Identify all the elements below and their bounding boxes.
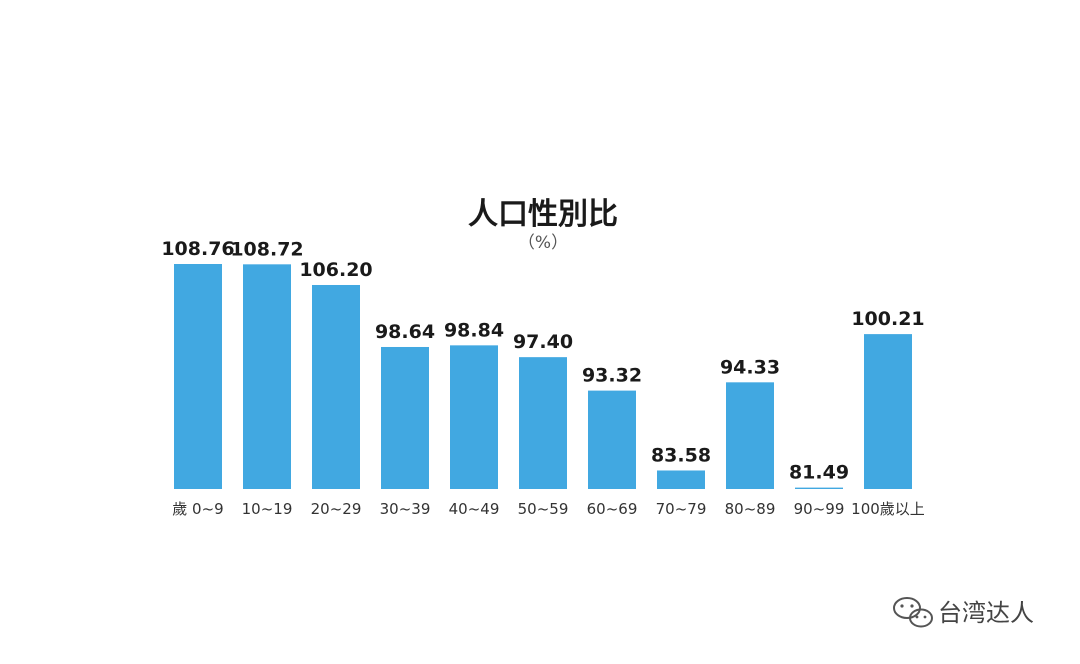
bar-value-label: 98.84 <box>444 319 504 341</box>
x-tick-label: 70~79 <box>656 500 707 518</box>
wechat-icon <box>893 597 933 628</box>
x-tick-label: 20~29 <box>311 500 362 518</box>
bar-value-label: 108.72 <box>230 238 303 260</box>
bar <box>588 390 636 489</box>
x-tick-label: 80~89 <box>725 500 776 518</box>
watermark: 台湾达人 <box>893 597 1034 628</box>
x-tick-label: 30~39 <box>380 500 431 518</box>
x-tick-label: 40~49 <box>449 500 500 518</box>
bar <box>312 284 360 489</box>
bar <box>243 264 291 489</box>
bar <box>726 382 774 489</box>
bar-value-label: 97.40 <box>513 331 573 353</box>
watermark-text: 台湾达人 <box>938 599 1034 627</box>
x-tick-label: 100歲以上 <box>851 500 925 518</box>
bar-value-label: 93.32 <box>582 365 642 387</box>
bar-value-label: 108.76 <box>161 238 234 260</box>
x-tick-label: 歲 0~9 <box>172 500 223 518</box>
bar <box>657 470 705 489</box>
x-tick-label: 90~99 <box>794 500 845 518</box>
bar <box>174 264 222 489</box>
bar-value-label: 106.20 <box>299 259 372 281</box>
bar <box>519 357 567 489</box>
x-tick-label: 60~69 <box>587 500 638 518</box>
bar <box>381 346 429 489</box>
x-axis-tick-labels: 歲 0~9 10~19 20~29 30~39 40~49 50~59 60~69 70~79… <box>172 500 925 518</box>
bar <box>450 345 498 489</box>
bar-value-label: 94.33 <box>720 356 780 378</box>
bar-value-label: 98.64 <box>375 321 435 343</box>
x-tick-label: 10~19 <box>242 500 293 518</box>
bar-value-label: 100.21 <box>851 308 924 330</box>
x-tick-label: 50~59 <box>518 500 569 518</box>
bar-value-label: 83.58 <box>651 444 711 466</box>
chart-subtitle: （%） <box>518 233 568 253</box>
bar <box>864 334 912 489</box>
bar <box>795 487 843 489</box>
chart-title: 人口性別比 <box>468 197 618 232</box>
bar-series <box>174 264 912 489</box>
bar-value-label: 81.49 <box>789 462 849 484</box>
